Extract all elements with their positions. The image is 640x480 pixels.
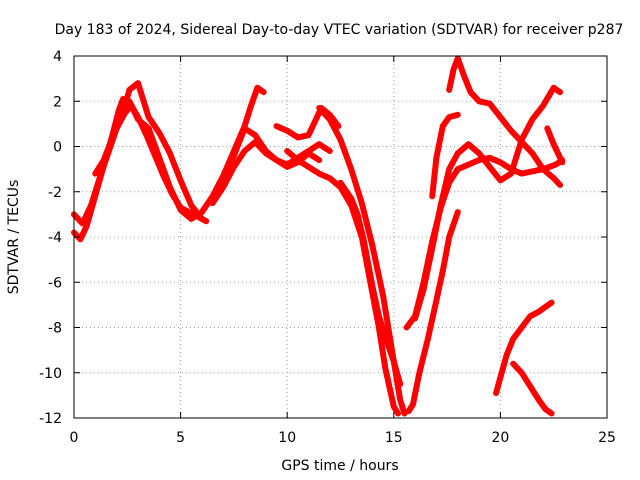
y-tick-label: 2 bbox=[53, 94, 62, 110]
series-sat-i bbox=[337, 179, 408, 417]
series-sat-l bbox=[412, 84, 564, 322]
series-sat-c bbox=[92, 80, 205, 222]
y-tick-label: -12 bbox=[39, 411, 62, 427]
series-layer bbox=[71, 55, 566, 417]
series-sat-o bbox=[493, 299, 555, 397]
x-tick-label: 10 bbox=[278, 430, 296, 446]
x-tick-label: 25 bbox=[598, 430, 616, 446]
y-tick-label: 0 bbox=[53, 140, 62, 156]
y-tick-label: -2 bbox=[48, 185, 62, 201]
plot-area-frame bbox=[73, 55, 608, 419]
chart-title: Day 183 of 2024, Sidereal Day-to-day VTE… bbox=[55, 22, 624, 38]
y-tick-label: -6 bbox=[48, 275, 62, 291]
y-tick-label: -4 bbox=[48, 230, 62, 246]
series-sat-h bbox=[316, 105, 404, 388]
grid-lines bbox=[74, 56, 607, 418]
series-sat-p bbox=[510, 360, 555, 417]
x-axis-label: GPS time / hours bbox=[281, 458, 398, 474]
x-tick-label: 20 bbox=[491, 430, 509, 446]
y-tick-label: -10 bbox=[39, 366, 62, 382]
series-sat-b bbox=[71, 102, 210, 227]
series-sat-e bbox=[220, 125, 323, 179]
x-tick-label: 5 bbox=[176, 430, 185, 446]
series-sat-j bbox=[405, 209, 461, 415]
series-sat-n bbox=[446, 55, 564, 188]
x-axis: 0 5 10 15 20 25 bbox=[70, 56, 616, 446]
y-axis-label: SDTVAR / TECUs bbox=[6, 180, 22, 295]
x-tick-label: 0 bbox=[70, 430, 79, 446]
y-tick-label: -8 bbox=[48, 321, 62, 337]
series-sat-k bbox=[403, 154, 566, 331]
y-tick-label: 4 bbox=[53, 49, 62, 65]
x-tick-label: 15 bbox=[385, 430, 403, 446]
series-sat-m bbox=[429, 111, 461, 200]
series-sat-q bbox=[544, 125, 566, 166]
y-axis: 4 2 0 -2 -4 -6 -8 -10 -12 bbox=[39, 49, 607, 427]
